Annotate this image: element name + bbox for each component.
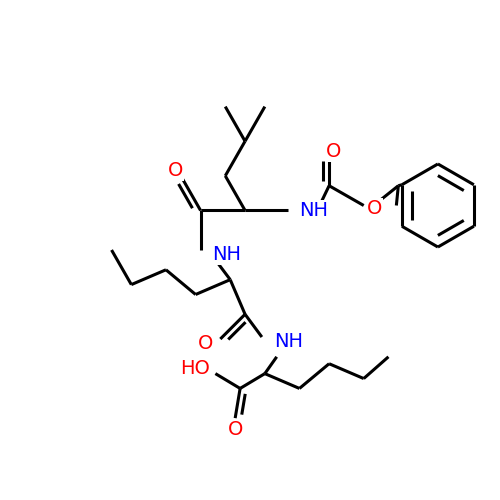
Text: NH: NH xyxy=(274,332,302,351)
Text: O: O xyxy=(366,199,382,218)
Text: O: O xyxy=(168,162,184,180)
Text: HO: HO xyxy=(180,359,210,378)
Text: O: O xyxy=(198,334,213,353)
Text: O: O xyxy=(228,420,243,440)
Text: NH: NH xyxy=(300,201,328,220)
Text: O: O xyxy=(326,142,342,161)
Text: NH: NH xyxy=(212,246,242,264)
